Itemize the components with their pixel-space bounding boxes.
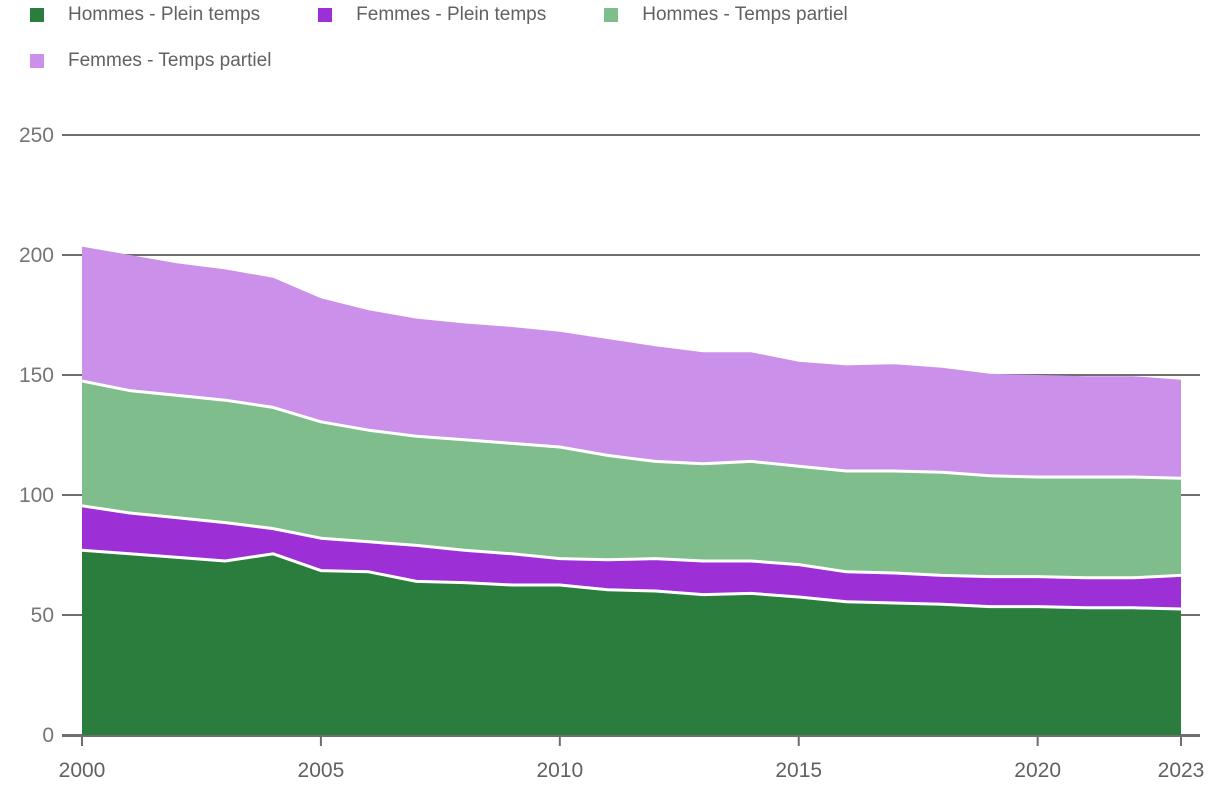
- area-series-3: [82, 381, 1181, 578]
- legend-swatch-icon: [604, 8, 619, 22]
- legend-swatch-icon: [318, 8, 333, 22]
- legend-row-1: Hommes - Plein temps Femmes - Plein temps…: [30, 4, 906, 26]
- area-series-1: [82, 550, 1181, 735]
- y-tick-label-50: 50: [31, 604, 54, 627]
- series-separator-1: [81, 548, 1182, 611]
- legend-label: Femmes - Temps partiel: [68, 50, 272, 71]
- legend-swatch-icon: [30, 8, 44, 22]
- x-tick-label-2020: 2020: [1014, 759, 1061, 782]
- y-tick-label-200: 200: [19, 244, 54, 267]
- legend-swatch-icon: [30, 54, 44, 68]
- x-tick-label-2015: 2015: [775, 759, 822, 782]
- x-tick-label-2023: 2023: [1158, 759, 1205, 782]
- x-tick-label-2005: 2005: [298, 759, 345, 782]
- series-separator-3: [81, 379, 1182, 480]
- legend-item-femmes-temps-partiel: Femmes - Temps partiel: [30, 50, 271, 72]
- y-tick-label-100: 100: [19, 484, 54, 507]
- area-series-2: [82, 505, 1181, 609]
- legend-label: Femmes - Plein temps: [356, 4, 547, 25]
- y-tick-label-250: 250: [19, 124, 54, 147]
- legend-item-hommes-temps-partiel: Hommes - Temps partiel: [604, 4, 848, 26]
- legend-row-2: Femmes - Temps partiel: [30, 50, 329, 72]
- x-tick-label-2010: 2010: [536, 759, 583, 782]
- y-tick-label-0: 0: [42, 724, 54, 747]
- y-tick-label-150: 150: [19, 364, 54, 387]
- area-series-4: [82, 246, 1181, 479]
- legend-item-femmes-plein-temps: Femmes - Plein temps: [318, 4, 546, 26]
- series-separator-2: [81, 504, 1182, 580]
- legend-item-hommes-plein-temps: Hommes - Plein temps: [30, 4, 260, 26]
- legend-label: Hommes - Plein temps: [68, 4, 261, 25]
- legend-label: Hommes - Temps partiel: [642, 4, 848, 25]
- x-tick-label-2000: 2000: [59, 759, 106, 782]
